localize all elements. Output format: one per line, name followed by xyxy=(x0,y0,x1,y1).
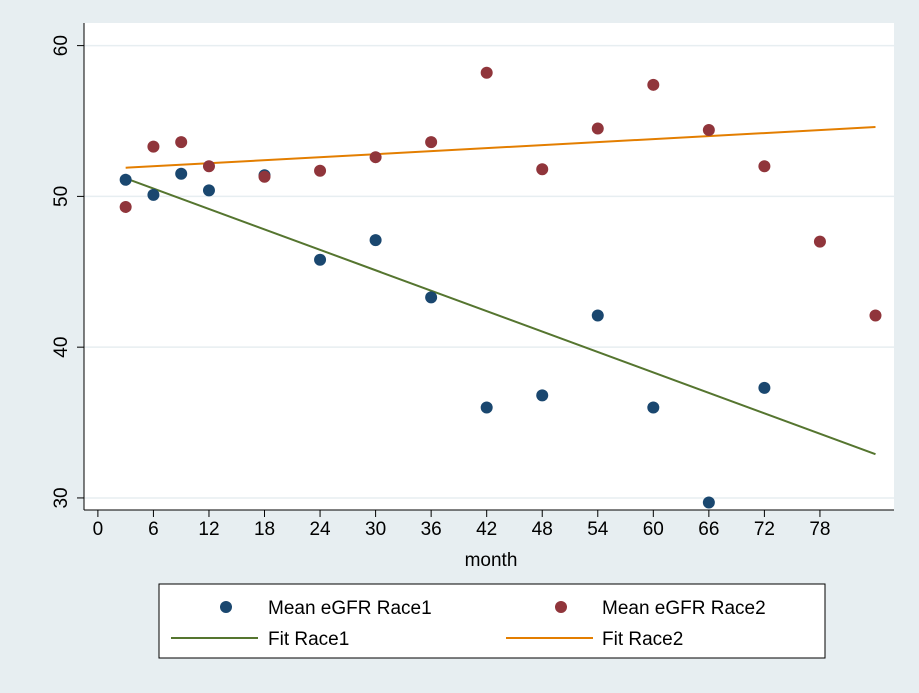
point-series2-8 xyxy=(480,66,493,79)
legend-label-0: Mean eGFR Race1 xyxy=(268,598,432,619)
point-series2-9 xyxy=(536,163,549,176)
fit-line-2 xyxy=(125,126,876,169)
x-tick-label-36: 36 xyxy=(421,519,442,540)
point-series1-13 xyxy=(758,381,771,394)
x-tick-label-24: 24 xyxy=(309,519,331,540)
x-tick-label-0: 0 xyxy=(93,519,104,540)
x-tick-label-12: 12 xyxy=(198,519,219,540)
point-series1-8 xyxy=(480,401,493,414)
point-series2-1 xyxy=(147,140,160,153)
point-series1-10 xyxy=(591,309,604,322)
fit-lines xyxy=(125,126,876,456)
point-series2-13 xyxy=(758,160,771,173)
y-tick-label-60: 60 xyxy=(51,35,72,56)
point-series1-7 xyxy=(425,291,438,304)
x-tick-label-18: 18 xyxy=(254,519,275,540)
legend-items: Mean eGFR Race1 Mean eGFR Race2 Fit Race1 F… xyxy=(171,598,766,650)
point-series2-11 xyxy=(647,78,660,91)
x-tick-label-78: 78 xyxy=(809,519,830,540)
legend-marker-1 xyxy=(555,601,567,613)
point-series2-4 xyxy=(258,170,271,183)
grid-lines xyxy=(84,44,894,499)
y-tick-label-40: 40 xyxy=(51,337,72,358)
x-tick-label-72: 72 xyxy=(754,519,775,540)
point-series1-3 xyxy=(202,184,215,197)
point-series1-6 xyxy=(369,234,382,247)
x-tick-label-60: 60 xyxy=(643,519,664,540)
point-series2-2 xyxy=(175,136,188,149)
legend-label-3: Fit Race2 xyxy=(602,629,683,650)
point-series2-5 xyxy=(314,164,327,177)
x-tick-label-42: 42 xyxy=(476,519,497,540)
y-tick-label-30: 30 xyxy=(51,487,72,508)
point-series1-12 xyxy=(702,496,715,509)
point-series1-5 xyxy=(314,253,327,266)
point-series1-11 xyxy=(647,401,660,414)
point-series2-3 xyxy=(202,160,215,173)
point-series2-0 xyxy=(119,200,132,213)
axes: 30 40 50 60 0 6 12 18 24 30 36 42 48 54 60 66 72 78 xyxy=(51,23,894,540)
point-series1-1 xyxy=(147,188,160,201)
point-series2-12 xyxy=(702,124,715,137)
point-series1-0 xyxy=(119,173,132,186)
point-series2-7 xyxy=(425,136,438,149)
legend-label-1: Mean eGFR Race2 xyxy=(602,598,766,619)
x-tick-label-48: 48 xyxy=(532,519,553,540)
point-series2-15 xyxy=(869,309,882,322)
legend: Mean eGFR Race1 Mean eGFR Race2 Fit Race1 F… xyxy=(158,583,826,659)
x-tick-label-54: 54 xyxy=(587,519,609,540)
fit-line-1 xyxy=(125,177,876,456)
data-points xyxy=(119,66,882,509)
legend-marker-0 xyxy=(220,601,232,613)
legend-label-2: Fit Race1 xyxy=(268,629,349,650)
x-tick-label-30: 30 xyxy=(365,519,386,540)
plot-area xyxy=(84,23,894,510)
y-tick-label-50: 50 xyxy=(51,186,72,207)
x-tick-label-6: 6 xyxy=(148,519,159,540)
x-axis-label: month xyxy=(465,550,518,571)
point-series2-14 xyxy=(813,235,826,248)
x-tick-label-66: 66 xyxy=(698,519,719,540)
point-series1-9 xyxy=(536,389,549,402)
point-series2-6 xyxy=(369,151,382,164)
point-series2-10 xyxy=(591,122,604,135)
legend-box xyxy=(158,583,826,659)
point-series1-2 xyxy=(175,167,188,180)
